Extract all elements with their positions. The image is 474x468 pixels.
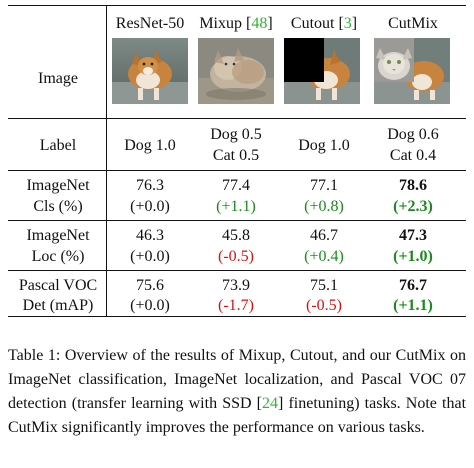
row-label-label: Label (39, 137, 77, 154)
table-caption: Table 1: Overview of the results of Mixu… (8, 344, 466, 440)
cutmix-cat-patch (374, 38, 414, 82)
loc-cutout-value: 46.7 (310, 227, 338, 244)
det-cutmix-delta: (+1.1) (393, 297, 433, 314)
label-resnet: Dog 1.0 (124, 137, 176, 154)
det-mixup-value: 73.9 (222, 277, 250, 294)
header-mixup-ref[interactable]: 48 (251, 15, 268, 32)
caption-ref-ssd[interactable]: 24 (262, 395, 278, 412)
header-cutout: Cutout [3] (290, 15, 358, 32)
table-rule-after-label (8, 170, 466, 171)
header-resnet50: ResNet-50 (115, 15, 185, 32)
cls-cutout-value: 77.1 (310, 177, 338, 194)
caption-text-1: Table 1: Overview of the results of Mixu… (8, 347, 466, 412)
thumb-mixup-blend (198, 38, 274, 104)
cls-cutout-delta: (+0.8) (304, 198, 344, 215)
label-cutout: Dog 1.0 (298, 137, 350, 154)
table-bottom-rule (8, 316, 466, 317)
loc-cutout-delta: (+0.4) (304, 248, 344, 265)
header-cutout-ref[interactable]: 3 (343, 15, 352, 32)
det-resnet-value: 75.6 (136, 277, 164, 294)
cutout-mask (284, 38, 324, 82)
thumb-cutmix (374, 38, 450, 104)
table-rule-after-image (8, 118, 466, 119)
label-cutmix-dog: Dog 0.6 (387, 126, 439, 143)
header-mixup: Mixup [48] (199, 15, 273, 32)
table-rule-after-loc (8, 270, 466, 271)
row-label-cls-2: Cls (%) (33, 198, 83, 215)
row-label-det-2: Det (mAP) (22, 297, 94, 314)
label-mixup-dog: Dog 0.5 (210, 126, 262, 143)
cls-mixup-value: 77.4 (222, 177, 250, 194)
thumb-cutout-dog (284, 38, 360, 104)
cls-cutmix-value: 78.6 (399, 177, 427, 194)
thumb-resnet-dog (112, 38, 188, 104)
loc-mixup-delta: (-0.5) (218, 248, 254, 265)
label-mixup-cat: Cat 0.5 (212, 147, 260, 164)
row-label-image: Image (38, 70, 78, 87)
loc-resnet-delta: (+0.0) (130, 248, 170, 265)
row-label-loc-2: Loc (%) (31, 248, 85, 265)
row-label-det-1: Pascal VOC (18, 277, 98, 294)
loc-resnet-value: 46.3 (136, 227, 164, 244)
label-cutmix-cat: Cat 0.4 (389, 147, 437, 164)
cls-resnet-delta: (+0.0) (130, 198, 170, 215)
det-cutmix-value: 76.7 (399, 277, 427, 294)
cls-cutmix-delta: (+2.3) (393, 198, 433, 215)
cls-mixup-delta: (+1.1) (216, 198, 256, 215)
row-label-cls-1: ImageNet (26, 177, 90, 194)
loc-mixup-value: 45.8 (222, 227, 250, 244)
caption-text-2: ] finetuning) tasks. Note that CutMix si… (8, 395, 467, 436)
table-column-separator (106, 5, 107, 316)
det-cutout-value: 75.1 (310, 277, 338, 294)
header-cutout-name: Cutout (290, 15, 335, 32)
loc-cutmix-delta: (+1.0) (393, 248, 433, 265)
table-rule-after-cls (8, 220, 466, 221)
header-mixup-name: Mixup (199, 15, 242, 32)
cls-resnet-value: 76.3 (136, 177, 164, 194)
det-mixup-delta: (-1.7) (218, 297, 254, 314)
det-cutout-delta: (-0.5) (306, 297, 342, 314)
header-cutmix: CutMix (388, 15, 438, 32)
loc-cutmix-value: 47.3 (399, 227, 427, 244)
table-top-rule (8, 5, 466, 6)
row-label-loc-1: ImageNet (26, 227, 90, 244)
det-resnet-delta: (+0.0) (130, 297, 170, 314)
